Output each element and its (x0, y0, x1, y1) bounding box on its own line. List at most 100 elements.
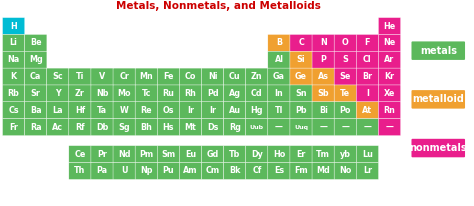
FancyBboxPatch shape (312, 146, 334, 163)
FancyBboxPatch shape (201, 146, 224, 163)
Text: Ba: Ba (30, 106, 42, 115)
FancyBboxPatch shape (411, 41, 465, 60)
Text: Ce: Ce (74, 150, 86, 159)
FancyBboxPatch shape (47, 85, 69, 102)
FancyBboxPatch shape (312, 163, 334, 179)
FancyBboxPatch shape (334, 119, 356, 136)
Text: Y: Y (55, 89, 61, 98)
FancyBboxPatch shape (69, 146, 91, 163)
Text: Rf: Rf (75, 123, 85, 132)
FancyBboxPatch shape (2, 102, 25, 119)
FancyBboxPatch shape (356, 34, 379, 52)
Text: Tc: Tc (142, 89, 151, 98)
FancyBboxPatch shape (290, 34, 312, 52)
Text: Mg: Mg (29, 55, 43, 64)
FancyBboxPatch shape (157, 163, 180, 179)
FancyBboxPatch shape (179, 102, 201, 119)
Text: Cs: Cs (9, 106, 19, 115)
Text: Na: Na (8, 55, 20, 64)
FancyBboxPatch shape (224, 85, 246, 102)
FancyBboxPatch shape (201, 163, 224, 179)
FancyBboxPatch shape (312, 102, 334, 119)
Text: Fm: Fm (294, 166, 308, 176)
FancyBboxPatch shape (290, 68, 312, 85)
FancyBboxPatch shape (113, 163, 136, 179)
Text: Br: Br (362, 72, 373, 81)
FancyBboxPatch shape (268, 163, 290, 179)
FancyBboxPatch shape (25, 102, 47, 119)
Text: Hg: Hg (251, 106, 263, 115)
FancyBboxPatch shape (334, 163, 356, 179)
FancyBboxPatch shape (290, 119, 312, 136)
FancyBboxPatch shape (246, 119, 268, 136)
FancyBboxPatch shape (411, 139, 465, 157)
FancyBboxPatch shape (224, 102, 246, 119)
Text: Nb: Nb (96, 89, 109, 98)
FancyBboxPatch shape (356, 146, 379, 163)
Text: S: S (342, 55, 348, 64)
FancyBboxPatch shape (356, 102, 379, 119)
Text: F: F (365, 39, 370, 47)
FancyBboxPatch shape (224, 163, 246, 179)
Text: Np: Np (140, 166, 153, 176)
FancyBboxPatch shape (113, 146, 136, 163)
FancyBboxPatch shape (69, 102, 91, 119)
Text: —: — (341, 123, 349, 132)
FancyBboxPatch shape (356, 119, 379, 136)
FancyBboxPatch shape (378, 51, 401, 68)
Text: Pm: Pm (139, 150, 154, 159)
FancyBboxPatch shape (2, 34, 25, 52)
Text: Ds: Ds (207, 123, 219, 132)
Text: —: — (319, 123, 327, 132)
Text: Rg: Rg (229, 123, 241, 132)
Text: Tl: Tl (275, 106, 283, 115)
Text: N: N (320, 39, 327, 47)
FancyBboxPatch shape (356, 163, 379, 179)
Text: Nd: Nd (118, 150, 130, 159)
Text: U: U (121, 166, 128, 176)
FancyBboxPatch shape (91, 119, 113, 136)
Text: Zn: Zn (251, 72, 263, 81)
FancyBboxPatch shape (157, 85, 180, 102)
FancyBboxPatch shape (312, 68, 334, 85)
Text: Rh: Rh (184, 89, 196, 98)
Text: Pu: Pu (163, 166, 174, 176)
Text: At: At (363, 106, 373, 115)
Text: Er: Er (296, 150, 306, 159)
Text: Mt: Mt (185, 123, 196, 132)
Text: —: — (275, 123, 283, 132)
FancyBboxPatch shape (290, 51, 312, 68)
FancyBboxPatch shape (69, 163, 91, 179)
Text: —: — (385, 123, 393, 132)
Text: Sc: Sc (53, 72, 63, 81)
FancyBboxPatch shape (91, 146, 113, 163)
FancyBboxPatch shape (135, 163, 157, 179)
FancyBboxPatch shape (378, 34, 401, 52)
Text: Ir: Ir (187, 106, 194, 115)
Text: Gd: Gd (207, 150, 219, 159)
Text: —: — (364, 123, 371, 132)
FancyBboxPatch shape (135, 146, 157, 163)
FancyBboxPatch shape (2, 85, 25, 102)
FancyBboxPatch shape (135, 119, 157, 136)
FancyBboxPatch shape (2, 18, 25, 35)
FancyBboxPatch shape (334, 85, 356, 102)
FancyBboxPatch shape (157, 68, 180, 85)
Text: Bi: Bi (319, 106, 328, 115)
FancyBboxPatch shape (268, 146, 290, 163)
FancyBboxPatch shape (25, 34, 47, 52)
Text: Sg: Sg (118, 123, 130, 132)
FancyBboxPatch shape (91, 68, 113, 85)
Text: In: In (274, 89, 283, 98)
FancyBboxPatch shape (2, 51, 25, 68)
Text: Au: Au (229, 106, 241, 115)
FancyBboxPatch shape (268, 102, 290, 119)
FancyBboxPatch shape (157, 102, 180, 119)
Text: Si: Si (297, 55, 305, 64)
Text: Cd: Cd (251, 89, 263, 98)
FancyBboxPatch shape (69, 85, 91, 102)
Text: Dy: Dy (251, 150, 263, 159)
Text: Cu: Cu (229, 72, 241, 81)
Text: Hs: Hs (163, 123, 174, 132)
FancyBboxPatch shape (179, 163, 201, 179)
